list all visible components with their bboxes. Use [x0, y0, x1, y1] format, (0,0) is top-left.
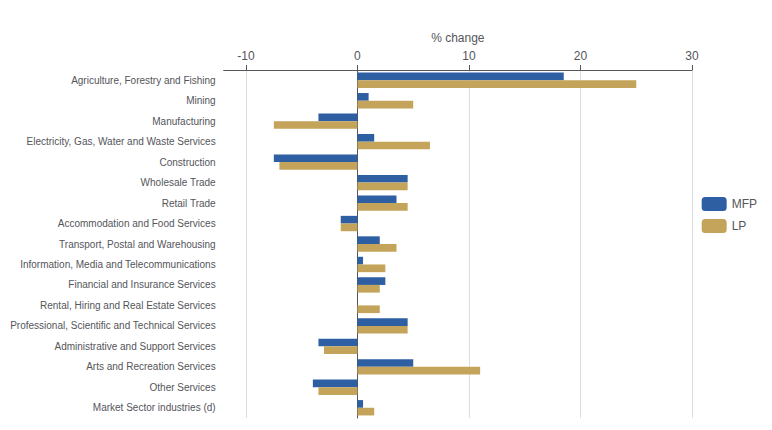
svg-text:Administrative and Support Ser: Administrative and Support Services	[54, 341, 215, 352]
svg-text:Manufacturing: Manufacturing	[152, 116, 215, 127]
svg-text:-10: -10	[237, 49, 255, 63]
svg-text:Rental, Hiring and Real Estate: Rental, Hiring and Real Estate Services	[40, 300, 216, 311]
svg-text:Arts and Recreation Services: Arts and Recreation Services	[86, 361, 216, 372]
svg-text:MFP: MFP	[732, 197, 757, 211]
svg-text:Information, Media and Telecom: Information, Media and Telecommunication…	[20, 259, 215, 270]
svg-text:% change: % change	[431, 31, 485, 45]
svg-text:Construction: Construction	[160, 157, 216, 168]
svg-text:Professional, Scientific and T: Professional, Scientific and Technical S…	[10, 320, 215, 331]
svg-text:Retail Trade: Retail Trade	[162, 198, 216, 209]
svg-text:30: 30	[685, 49, 699, 63]
svg-text:Financial and Insurance Servic: Financial and Insurance Services	[68, 279, 215, 290]
svg-text:0: 0	[354, 49, 361, 63]
svg-text:Transport, Postal and Warehous: Transport, Postal and Warehousing	[59, 239, 216, 250]
svg-text:LP: LP	[732, 219, 747, 233]
svg-text:Accommodation and Food Service: Accommodation and Food Services	[58, 218, 216, 229]
svg-text:Electricity, Gas, Water and Wa: Electricity, Gas, Water and Waste Servic…	[27, 136, 216, 147]
svg-text:20: 20	[574, 49, 588, 63]
svg-text:Market Sector industries (d): Market Sector industries (d)	[93, 402, 216, 413]
svg-text:Mining: Mining	[186, 95, 215, 106]
svg-text:Other Services: Other Services	[150, 382, 216, 393]
svg-text:Agriculture, Forestry and Fish: Agriculture, Forestry and Fishing	[71, 75, 216, 86]
svg-text:10: 10	[462, 49, 476, 63]
svg-text:Wholesale Trade: Wholesale Trade	[141, 177, 216, 188]
